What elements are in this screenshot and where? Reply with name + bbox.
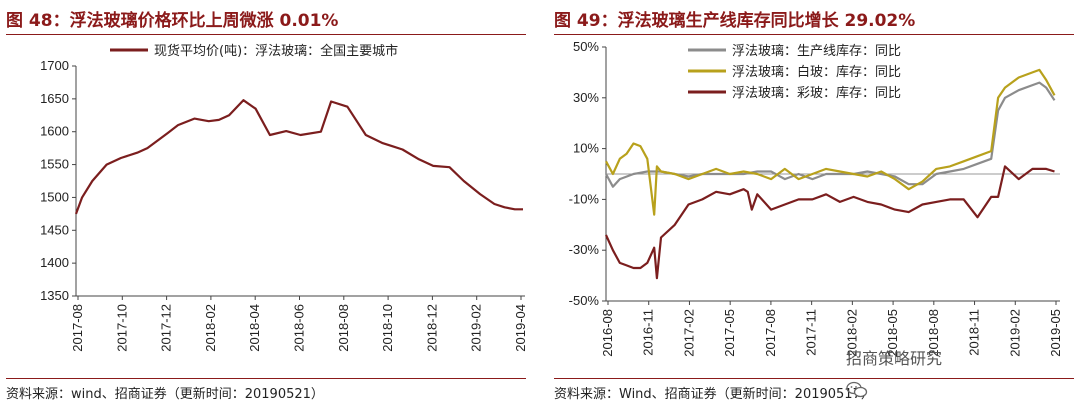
watermark-text: 招商策略研究 <box>846 349 943 368</box>
right-x-tick-label: 2017-08 <box>763 309 778 357</box>
wechat-icon <box>846 381 868 398</box>
left-y-tick-label: 1500 <box>40 189 69 204</box>
right-series-line-2 <box>605 68 1056 216</box>
right-chart-panel: 图 49：浮法玻璃生产线库存同比增长 29.02% -50% -30% -10% 10… <box>548 0 1080 407</box>
left-chart-title: 图 48：浮法玻璃价格环比上周微涨 0.01% <box>6 11 339 31</box>
right-x-tick-label: 2017-11 <box>804 309 819 356</box>
left-title-rule <box>6 34 526 35</box>
left-x-tick-label: 2019-02 <box>469 304 484 352</box>
left-x-tick-label: 2017-12 <box>159 304 174 352</box>
left-legend-label-1: 现货平均价(吨)：浮法玻璃：全国主要城市 <box>154 43 398 59</box>
right-y-tick-label: -30% <box>569 242 600 257</box>
right-chart-title: 图 49：浮法玻璃生产线库存同比增长 29.02% <box>554 11 916 31</box>
left-x-tick-label: 2018-04 <box>247 304 262 352</box>
left-x-tick-label: 2019-04 <box>513 304 528 352</box>
right-legend-label-2: 浮法玻璃：白玻：库存：同比 <box>732 64 901 80</box>
left-x-tick-label: 2017-10 <box>114 304 129 352</box>
left-x-tick-label: 2018-06 <box>292 304 307 352</box>
left-y-tick-label: 1450 <box>40 222 69 237</box>
right-legend-label-1: 浮法玻璃：生产线库存：同比 <box>732 43 901 59</box>
right-series-line-3 <box>604 165 1055 280</box>
left-chart-panel: 图 48：浮法玻璃价格环比上周微涨 0.01% 1350 1400 1450 1500… <box>0 0 532 407</box>
left-chart-svg: 1350 1400 1450 1500 1550 1600 1650 1700 2017-08 2… <box>40 43 528 352</box>
watermark: 招商策略研究 <box>846 345 943 398</box>
right-source-note: 资料来源：Wind、招商证券（更新时间：20190517） <box>554 387 874 402</box>
right-x-tick-label: 2018-02 <box>844 309 859 357</box>
left-x-tick-label: 2018-10 <box>380 304 395 352</box>
left-x-tick-label: 2018-02 <box>203 304 218 352</box>
left-y-tick-label: 1600 <box>40 124 69 139</box>
right-x-tick-label: 2017-02 <box>681 309 696 357</box>
right-chart-svg: -50% -30% -10% 10% 30% 50% 2016-08 2016-11 2017-… <box>569 39 1063 357</box>
left-x-tick-label: 2017-08 <box>70 304 85 352</box>
right-y-tick-label: 30% <box>573 90 599 105</box>
right-y-tick-label: 50% <box>573 39 599 54</box>
right-x-tick-label: 2016-08 <box>600 309 615 357</box>
left-source-rule <box>6 378 526 379</box>
right-x-tick-label: 2017-05 <box>722 309 737 357</box>
left-y-tick-label: 1350 <box>40 288 69 303</box>
left-y-tick-label: 1400 <box>40 255 69 270</box>
left-x-tick-label: 2018-12 <box>424 304 439 352</box>
left-series-line-1 <box>74 99 523 215</box>
right-source-rule <box>554 378 1074 379</box>
left-y-tick-label: 1550 <box>40 157 69 172</box>
right-x-tick-label: 2019-02 <box>1007 309 1022 357</box>
right-x-tick-label: 2018-11 <box>967 309 982 356</box>
right-x-tick-label: 2018-05 <box>885 309 900 357</box>
right-x-tick-label: 2016-11 <box>641 309 656 356</box>
right-title-rule <box>554 34 1074 35</box>
left-source-note: 资料来源：wind、招商证券（更新时间：20190521） <box>6 387 324 402</box>
right-legend-label-3: 浮法玻璃：彩玻：库存：同比 <box>732 85 901 101</box>
left-x-tick-label: 2018-08 <box>336 304 351 352</box>
right-x-tick-label: 2019-05 <box>1048 309 1063 357</box>
left-y-tick-label: 1700 <box>40 58 69 73</box>
right-x-tick-label: 2018-08 <box>926 309 941 357</box>
right-y-tick-label: -50% <box>569 293 600 308</box>
right-y-tick-label: -10% <box>569 191 600 206</box>
left-y-tick-label: 1650 <box>40 91 69 106</box>
right-y-tick-label: 10% <box>573 141 599 156</box>
